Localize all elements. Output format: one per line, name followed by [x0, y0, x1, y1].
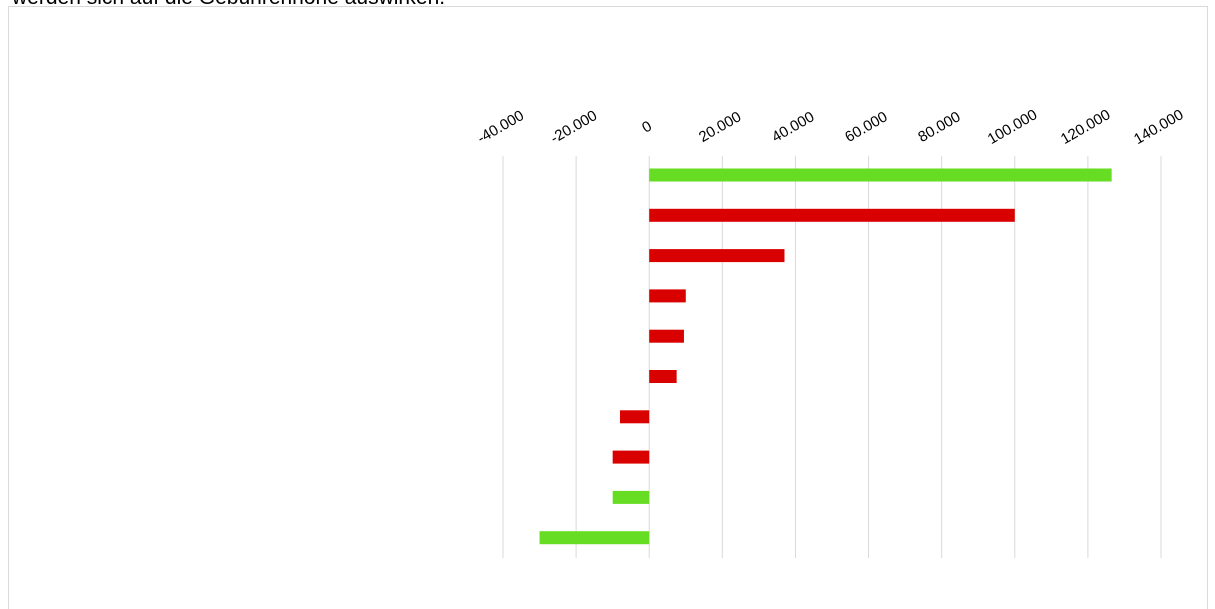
- x-tick-label: 80.000: [915, 108, 963, 146]
- bar: [619, 410, 650, 424]
- x-tick-label: 0: [639, 118, 655, 137]
- x-tick-label: 100.000: [985, 106, 1040, 148]
- x-tick-label: -40.000: [474, 107, 527, 147]
- x-tick-label: -20.000: [548, 107, 601, 147]
- bar: [612, 490, 650, 504]
- bar-chart: -40.000 -20.000 0 20.000 40.000 60.000 80.000 1…: [474, 106, 1186, 558]
- chart-frame: -40.000 -20.000 0 20.000 40.000 60.000 80.000 1…: [8, 6, 1208, 609]
- bar: [612, 450, 650, 464]
- bar: [649, 329, 684, 343]
- x-tick-label: 40.000: [769, 108, 817, 146]
- intro-text: werden sich auf die Gebührenhöhe auswirk…: [12, 0, 445, 10]
- bar: [649, 168, 1112, 182]
- bar: [539, 531, 650, 545]
- x-tick-label: 140.000: [1131, 106, 1186, 148]
- bar: [649, 289, 686, 303]
- x-axis-tick-labels: -40.000 -20.000 0 20.000 40.000 60.000 80.000 1…: [474, 106, 1186, 148]
- bar: [649, 208, 1015, 222]
- bar: [649, 370, 677, 383]
- x-tick-label: 120.000: [1058, 106, 1113, 148]
- gridlines: [502, 156, 1162, 558]
- x-tick-label: 60.000: [842, 108, 890, 146]
- bars: [539, 168, 1112, 545]
- x-tick-label: 20.000: [696, 108, 744, 146]
- bar: [649, 249, 785, 263]
